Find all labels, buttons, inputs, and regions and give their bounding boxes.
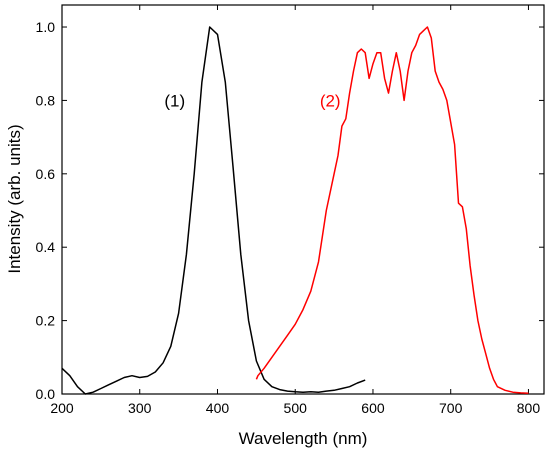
x-tick-label: 300 — [128, 400, 152, 416]
x-axis-title: Wavelength (nm) — [239, 429, 368, 448]
y-tick-label: 0.6 — [36, 166, 56, 182]
y-tick-label: 0.0 — [36, 386, 56, 402]
y-axis-title: Intensity (arb. units) — [5, 124, 24, 273]
plot-frame — [61, 4, 545, 395]
y-tick-label: 0.4 — [36, 239, 56, 255]
series-label-1: (1) — [164, 91, 185, 110]
x-tick-label: 400 — [206, 400, 230, 416]
x-tick-label: 800 — [517, 400, 541, 416]
series-line-2 — [255, 26, 529, 395]
y-tick-label: 0.8 — [36, 92, 56, 108]
y-tick-label: 1.0 — [36, 19, 56, 35]
x-tick-label: 200 — [50, 400, 74, 416]
series-line-1 — [61, 26, 366, 395]
ticks-layer: 200 300 400 500 600 700 800 0.0 0.2 0.4 0.6 0.8 1.0 — [36, 5, 544, 416]
series-label-2: (2) — [320, 91, 341, 110]
series-layer — [61, 26, 529, 395]
x-tick-label: 600 — [361, 400, 385, 416]
x-tick-label: 500 — [284, 400, 308, 416]
x-tick-label: 700 — [439, 400, 463, 416]
y-tick-label: 0.2 — [36, 313, 56, 329]
annotation-layer: (1) (2) — [164, 91, 340, 110]
